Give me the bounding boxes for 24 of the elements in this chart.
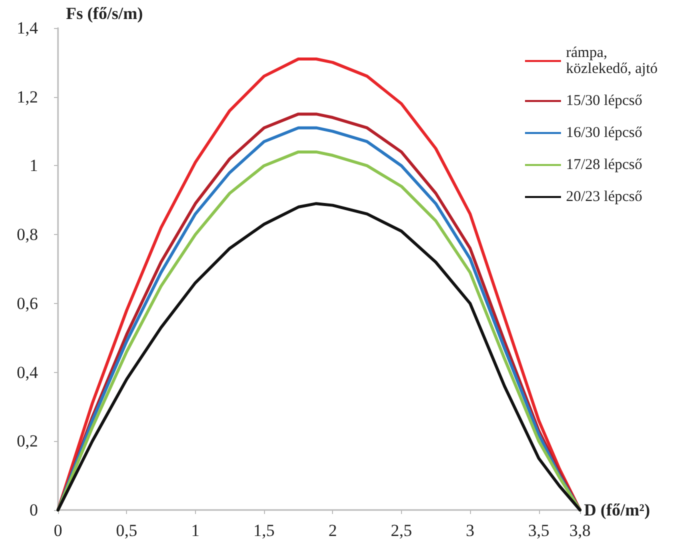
y-tick-label: 1 xyxy=(30,156,38,176)
x-tick-label: 3,5 xyxy=(528,521,550,540)
x-tick-label: 1 xyxy=(191,521,200,540)
y-axis-title: Fs (fő/s/m) xyxy=(66,4,143,23)
x-tick-label: 0 xyxy=(54,521,62,540)
legend-label: 20/23 lépcső xyxy=(566,189,642,205)
y-tick-label: 0,8 xyxy=(16,225,38,244)
y-tick-label: 1,2 xyxy=(16,87,38,106)
x-tick-label: 0,5 xyxy=(116,521,138,540)
legend-label: 16/30 lépcső xyxy=(566,125,642,141)
x-tick-label: 3,8 xyxy=(569,521,591,540)
legend-label: 17/28 lépcső xyxy=(566,157,642,173)
legend-label: rámpa, közlekedő, ajtó xyxy=(566,45,658,77)
y-tick-label: 0,6 xyxy=(16,294,38,313)
y-tick-label: 0,2 xyxy=(16,432,38,451)
y-tick-label: 0 xyxy=(30,500,38,520)
x-tick-label: 2,5 xyxy=(390,521,412,540)
x-tick-label: 3 xyxy=(466,521,474,540)
x-tick-label: 1,5 xyxy=(253,521,275,540)
legend-label: 15/30 lépcső xyxy=(566,93,642,109)
x-axis-title: D (fő/m²) xyxy=(584,500,650,520)
y-tick-label: 1,4 xyxy=(16,18,38,38)
x-tick-label: 2 xyxy=(328,521,337,540)
y-tick-label: 0,4 xyxy=(16,362,38,382)
